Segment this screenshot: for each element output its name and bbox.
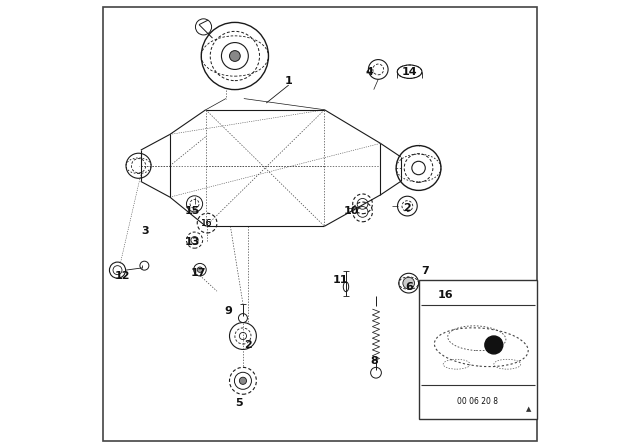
Text: 9: 9 (224, 306, 232, 316)
Text: 4: 4 (365, 67, 373, 77)
Text: 13: 13 (184, 237, 200, 247)
Text: 17: 17 (190, 268, 206, 278)
Text: 11: 11 (332, 275, 348, 285)
Text: 10: 10 (344, 206, 359, 215)
Circle shape (197, 267, 203, 272)
Text: 00 06 20 8: 00 06 20 8 (458, 397, 499, 406)
Circle shape (230, 51, 240, 61)
Circle shape (239, 377, 246, 384)
Text: 16: 16 (202, 219, 213, 228)
Text: 14: 14 (402, 67, 417, 77)
Text: 7: 7 (421, 266, 429, 276)
Text: 3: 3 (141, 226, 149, 236)
Text: ▲: ▲ (525, 406, 531, 412)
Text: 2: 2 (403, 203, 412, 213)
Text: 6: 6 (406, 282, 413, 292)
Text: 16: 16 (438, 290, 453, 300)
Circle shape (485, 336, 503, 354)
Text: 1: 1 (285, 76, 292, 86)
Text: 5: 5 (236, 398, 243, 408)
Text: 2: 2 (244, 340, 252, 350)
Text: 8: 8 (370, 356, 378, 366)
FancyBboxPatch shape (103, 7, 538, 441)
Text: 16: 16 (202, 219, 213, 228)
Circle shape (403, 277, 415, 289)
Text: 12: 12 (115, 271, 131, 280)
FancyBboxPatch shape (419, 280, 538, 419)
Text: 15: 15 (184, 206, 200, 215)
